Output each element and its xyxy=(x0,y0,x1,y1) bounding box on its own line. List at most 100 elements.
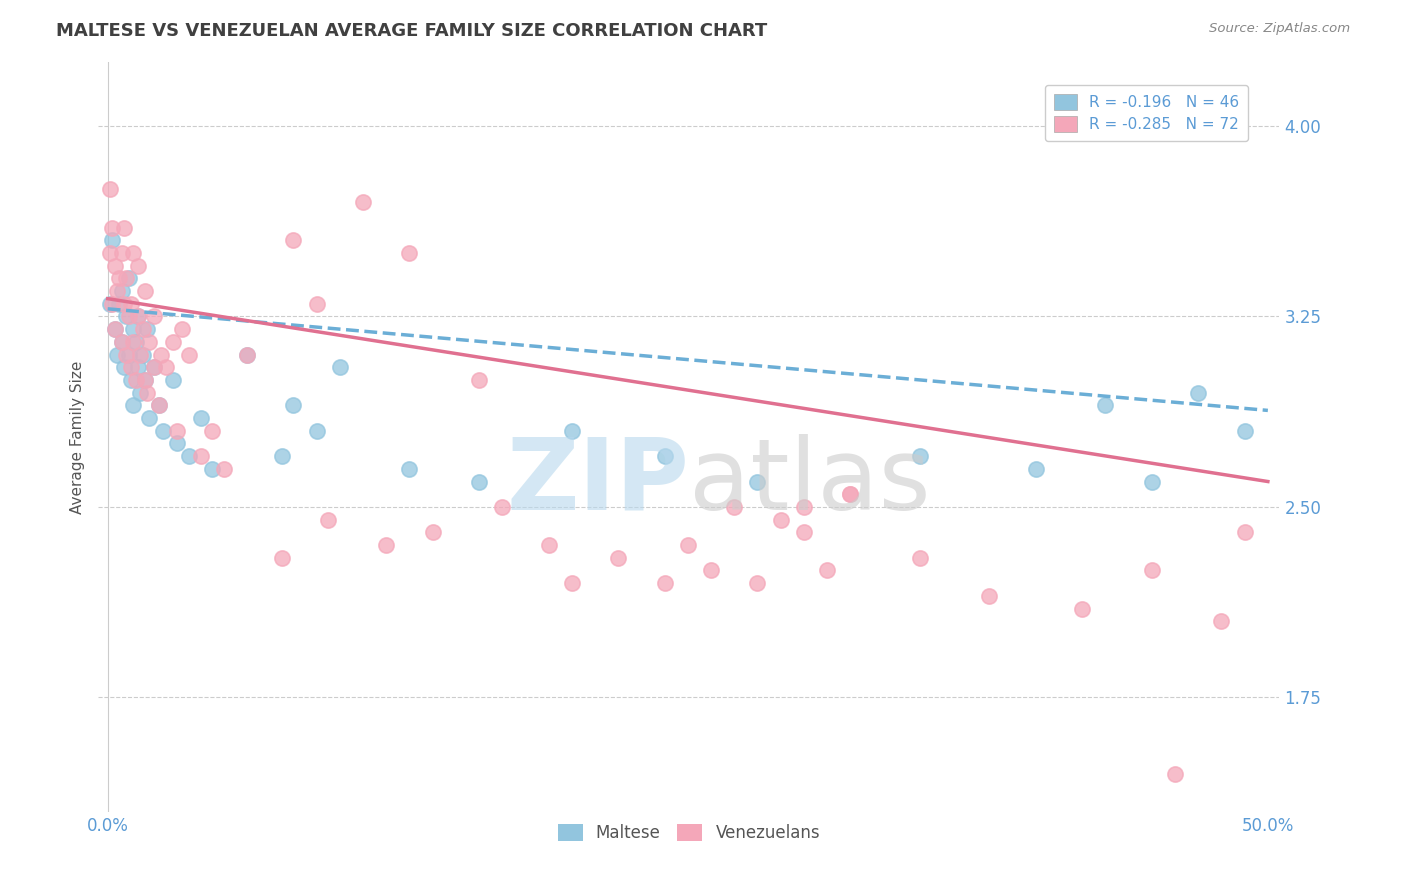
Point xyxy=(101,220,124,235)
Point xyxy=(177,449,200,463)
Text: ZIP: ZIP xyxy=(506,434,689,531)
Text: MALTESE VS VENEZUELAN AVERAGE FAMILY SIZE CORRELATION CHART: MALTESE VS VENEZUELAN AVERAGE FAMILY SIZ… xyxy=(56,22,768,40)
Point xyxy=(111,334,134,349)
Point xyxy=(561,424,583,438)
Point xyxy=(117,347,139,361)
Point xyxy=(166,436,188,450)
Point xyxy=(839,487,862,501)
Point xyxy=(129,347,152,361)
Point xyxy=(112,220,135,235)
Point xyxy=(607,550,630,565)
Point xyxy=(131,322,153,336)
Point xyxy=(105,347,128,361)
Point xyxy=(117,271,139,285)
Point xyxy=(190,411,212,425)
Point xyxy=(134,284,156,298)
Point xyxy=(352,195,374,210)
Legend: Maltese, Venezuelans: Maltese, Venezuelans xyxy=(551,817,827,848)
Point xyxy=(1211,614,1233,628)
Point xyxy=(112,297,135,311)
Point xyxy=(700,563,723,577)
Point xyxy=(747,475,769,489)
Point xyxy=(134,373,156,387)
Point xyxy=(1140,475,1163,489)
Point xyxy=(131,347,153,361)
Point xyxy=(979,589,1001,603)
Point xyxy=(124,373,146,387)
Point xyxy=(124,334,146,349)
Text: atlas: atlas xyxy=(689,434,931,531)
Point xyxy=(104,322,127,336)
Point xyxy=(793,525,815,540)
Point xyxy=(316,513,339,527)
Point xyxy=(122,334,145,349)
Point xyxy=(398,246,420,260)
Point xyxy=(117,310,139,324)
Point xyxy=(127,310,149,324)
Point xyxy=(120,373,142,387)
Point xyxy=(115,347,138,361)
Point xyxy=(1094,398,1116,412)
Point xyxy=(111,334,134,349)
Point xyxy=(468,475,491,489)
Point xyxy=(98,182,121,196)
Point xyxy=(98,297,121,311)
Point xyxy=(654,576,676,591)
Point xyxy=(122,398,145,412)
Point xyxy=(148,398,170,412)
Point xyxy=(152,424,174,438)
Point xyxy=(747,576,769,591)
Point xyxy=(150,347,173,361)
Point xyxy=(561,576,583,591)
Point xyxy=(1233,525,1256,540)
Point xyxy=(270,449,292,463)
Point xyxy=(1140,563,1163,577)
Point xyxy=(111,246,134,260)
Point xyxy=(138,411,160,425)
Point xyxy=(236,347,259,361)
Point xyxy=(177,347,200,361)
Point xyxy=(201,424,224,438)
Point xyxy=(112,360,135,375)
Point xyxy=(143,360,166,375)
Text: Source: ZipAtlas.com: Source: ZipAtlas.com xyxy=(1209,22,1350,36)
Point xyxy=(270,550,292,565)
Point xyxy=(127,360,149,375)
Point xyxy=(138,334,160,349)
Point xyxy=(120,297,142,311)
Point xyxy=(170,322,193,336)
Point xyxy=(129,385,152,400)
Point xyxy=(468,373,491,387)
Point xyxy=(375,538,398,552)
Point xyxy=(1187,385,1209,400)
Point xyxy=(101,297,124,311)
Point xyxy=(1025,462,1047,476)
Point xyxy=(491,500,513,514)
Point xyxy=(537,538,560,552)
Point xyxy=(1233,424,1256,438)
Point xyxy=(1164,766,1187,780)
Point xyxy=(98,246,121,260)
Point xyxy=(162,373,184,387)
Point xyxy=(108,297,131,311)
Point xyxy=(793,500,815,514)
Point xyxy=(422,525,444,540)
Point xyxy=(143,310,166,324)
Point xyxy=(122,246,145,260)
Point xyxy=(111,284,134,298)
Point xyxy=(201,462,224,476)
Point xyxy=(136,322,159,336)
Point xyxy=(769,513,792,527)
Point xyxy=(115,271,138,285)
Point xyxy=(115,310,138,324)
Point xyxy=(815,563,838,577)
Point xyxy=(143,360,166,375)
Point xyxy=(120,360,142,375)
Point xyxy=(134,373,156,387)
Point xyxy=(155,360,177,375)
Point xyxy=(104,259,127,273)
Point xyxy=(398,462,420,476)
Point xyxy=(908,550,931,565)
Point xyxy=(190,449,212,463)
Point xyxy=(127,259,149,273)
